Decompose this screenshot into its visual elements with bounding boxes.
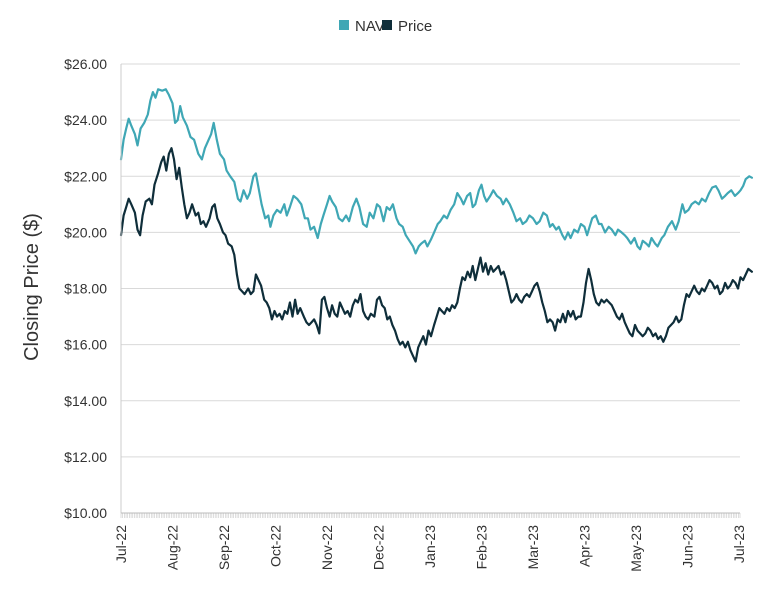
x-tick-label: Mar-23	[525, 525, 541, 570]
x-tick-label: Aug-22	[165, 525, 181, 570]
x-tick-label: Jun-23	[680, 525, 696, 568]
series-line-price	[119, 147, 753, 363]
x-tick-label: Jul-22	[113, 525, 129, 563]
legend: NAV Price	[339, 18, 432, 35]
x-tick-label: Nov-22	[319, 525, 335, 570]
x-tick-label: Apr-23	[577, 525, 593, 567]
y-tick-label: $10.00	[64, 505, 107, 521]
y-axis-title: Closing Price ($)	[21, 213, 43, 361]
legend-label-nav: NAV	[355, 18, 385, 35]
y-tick-label: $18.00	[64, 281, 107, 297]
x-tick-label: Oct-22	[268, 525, 284, 567]
y-axis-ticks: $10.00 $12.00 $14.00 $16.00 $18.00 $20.00 $22.…	[64, 56, 107, 521]
x-tick-label: Jan-23	[422, 525, 438, 568]
series-line-nav	[119, 88, 753, 255]
x-tick-label: Jul-23	[731, 525, 747, 563]
x-axis-ticks: Jul-22 Aug-22 Sep-22 Oct-22 Nov-22 Dec-22 Jan-…	[113, 513, 747, 572]
x-tick-label: Feb-23	[474, 525, 490, 570]
legend-swatch-price	[382, 20, 392, 30]
x-tick-label: Sep-22	[216, 525, 232, 570]
y-tick-label: $20.00	[64, 224, 107, 240]
y-tick-label: $14.00	[64, 393, 107, 409]
y-tick-label: $16.00	[64, 337, 107, 353]
series-lines	[119, 88, 753, 363]
legend-swatch-nav	[339, 20, 349, 30]
x-tick-label: Dec-22	[371, 525, 387, 570]
y-tick-label: $26.00	[64, 56, 107, 72]
y-tick-label: $12.00	[64, 449, 107, 465]
x-tick-label: May-23	[628, 525, 644, 572]
legend-label-price: Price	[398, 18, 432, 35]
y-tick-label: $24.00	[64, 112, 107, 128]
y-tick-label: $22.00	[64, 168, 107, 184]
